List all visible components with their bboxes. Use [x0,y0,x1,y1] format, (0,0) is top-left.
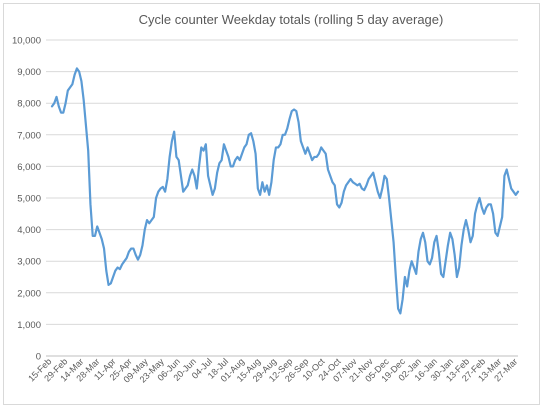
y-axis-ticks: 0 1,000 2,000 3,000 4,000 5,000 6,000 7,000 8,00… [12,36,41,363]
y-tick-label: 8,000 [17,99,41,110]
chart-frame [3,3,540,405]
y-tick-label: 4,000 [17,225,41,236]
y-tick-label: 6,000 [17,162,41,173]
x-axis-ticks: 15-Feb29-Feb14-Mar28-Mar11-Apr25-Apr09-M… [26,356,519,385]
y-tick-label: 5,000 [17,194,41,205]
y-tick-label: 9,000 [17,67,41,78]
y-tick-label: 7,000 [17,130,41,141]
y-tick-label: 0 [36,352,41,363]
y-tick-label: 3,000 [17,257,41,268]
series-line [50,67,520,315]
y-tick-label: 1,000 [17,320,41,331]
y-tick-label: 2,000 [17,288,41,299]
gridlines [46,39,518,357]
y-tick-label: 10,000 [12,36,41,47]
chart-title: Cycle counter Weekday totals (rolling 5 … [139,12,444,27]
series-layer [50,67,520,315]
